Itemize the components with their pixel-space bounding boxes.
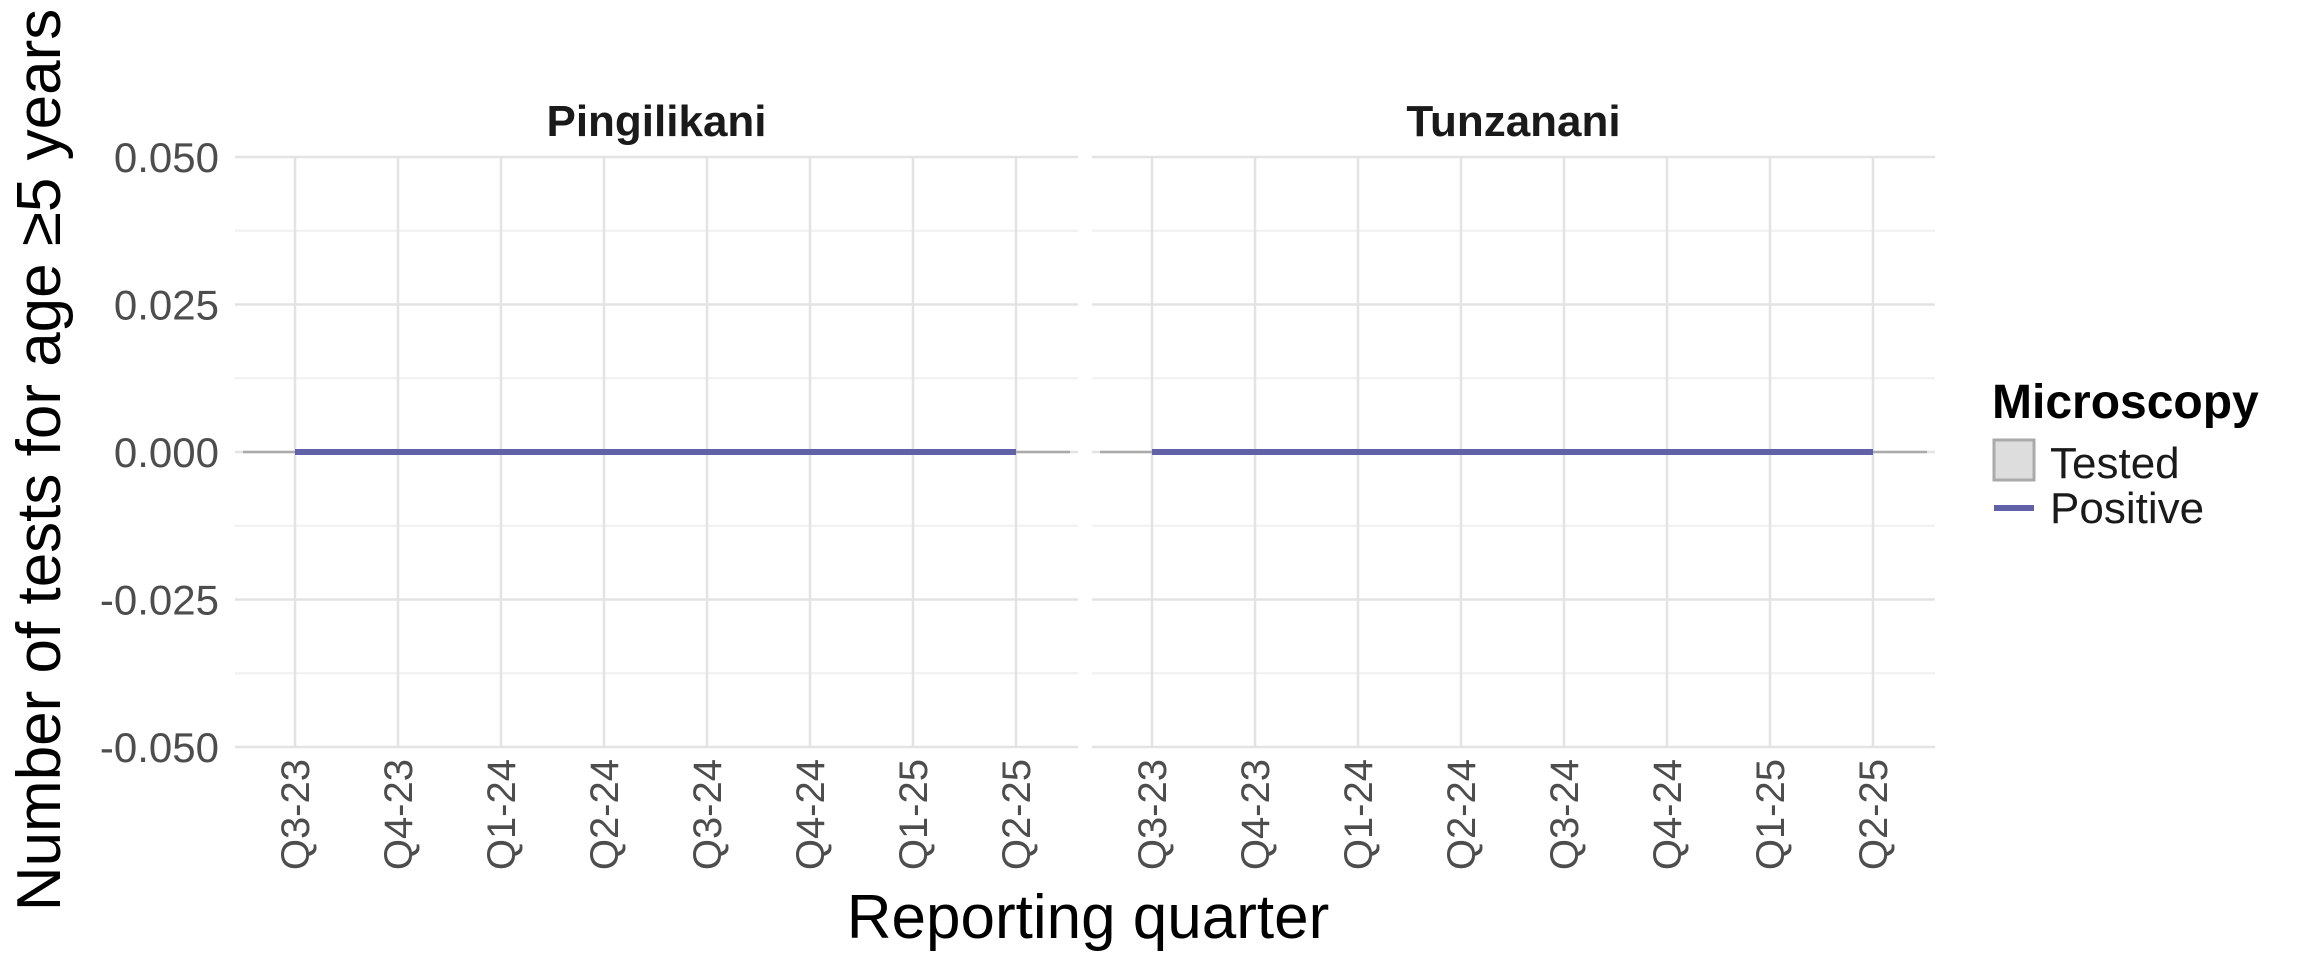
x-tick-label: Q1-25 — [892, 759, 936, 870]
facet-panel-tunzanani: Q3-23 Q4-23 Q1-24 Q2-24 Q3-24 Q4-24 Q1-25 Q2-25… — [1092, 97, 1935, 870]
legend-key-tested — [1992, 438, 2036, 482]
y-axis-title: Number of tests for age ≥5 years — [5, 9, 74, 911]
x-tick-label: Q2-25 — [995, 759, 1039, 870]
y-tick-label: 0.025 — [114, 282, 219, 329]
x-tick-label: Q2-24 — [1440, 759, 1484, 870]
x-tick-label: Q1-24 — [1337, 759, 1381, 870]
legend-label-positive: Positive — [2050, 484, 2204, 533]
x-axis-title: Reporting quarter — [847, 883, 1330, 952]
x-tick-label: Q3-24 — [1543, 759, 1587, 870]
chart-panels: Q3-23 Q4-23 Q1-24 Q2-24 Q3-24 Q4-24 Q1-25 Q2-25… — [235, 97, 1935, 870]
facet-title: Pingilikani — [546, 97, 766, 146]
y-tick-label: -0.025 — [100, 577, 219, 624]
legend: Microscopy Tested Positive — [1992, 376, 2259, 533]
x-tick-label: Q1-24 — [480, 759, 524, 870]
y-tick-label: 0.000 — [114, 429, 219, 476]
x-tick-label: Q4-24 — [789, 759, 833, 870]
legend-label-tested: Tested — [2050, 439, 2180, 488]
x-tick-label: Q3-23 — [1131, 759, 1175, 870]
x-tick-label: Q2-25 — [1852, 759, 1896, 870]
y-axis: 0.050 0.025 0.000 -0.025 -0.050 — [100, 134, 219, 771]
y-tick-label: 0.050 — [114, 134, 219, 181]
x-tick-label: Q3-24 — [686, 759, 730, 870]
x-tick-label: Q4-23 — [377, 759, 421, 870]
x-tick-label: Q2-24 — [583, 759, 627, 870]
x-tick-label: Q3-23 — [274, 759, 318, 870]
x-tick-label: Q4-24 — [1646, 759, 1690, 870]
x-tick-label: Q1-25 — [1749, 759, 1793, 870]
x-tick-label: Q4-23 — [1234, 759, 1278, 870]
facet-title: Tunzanani — [1406, 97, 1620, 146]
legend-title: Microscopy — [1992, 376, 2259, 429]
facet-panel-pingilikani: Q3-23 Q4-23 Q1-24 Q2-24 Q3-24 Q4-24 Q1-25 Q2-25… — [235, 97, 1078, 870]
y-tick-label: -0.050 — [100, 724, 219, 771]
